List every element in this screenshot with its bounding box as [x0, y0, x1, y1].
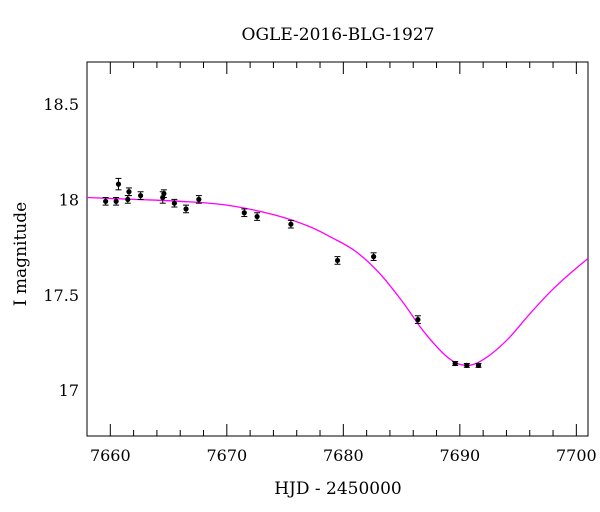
y-tick-label: 17: [59, 381, 79, 400]
y-tick-label: 18: [59, 190, 79, 209]
x-tick-label: 7700: [556, 446, 597, 465]
data-point: [113, 198, 119, 204]
chart-title: OGLE-2016-BLG-1927: [242, 25, 435, 45]
x-axis-label: HJD - 2450000: [274, 479, 402, 499]
y-axis-label: I magnitude: [11, 202, 31, 306]
x-tick-label: 7670: [206, 446, 247, 465]
data-point: [452, 360, 458, 367]
data-point: [371, 254, 377, 260]
x-tick-label: 7690: [439, 446, 480, 465]
x-tick-label: 7660: [90, 446, 131, 465]
data-point: [254, 213, 260, 220]
data-point: [415, 317, 421, 323]
data-point: [475, 362, 482, 368]
data-point: [115, 181, 122, 187]
data-point: [103, 198, 109, 204]
data-point: [288, 221, 294, 227]
data-point: [464, 362, 470, 368]
y-tick-label: 18.5: [43, 95, 79, 114]
data-point: [125, 196, 131, 202]
data-point: [137, 192, 144, 199]
data-point: [126, 189, 132, 195]
data-point: [183, 206, 189, 212]
y-tick-label: 17.5: [43, 286, 79, 305]
plot-area: 7660 7670 7680 7690 7700 17 17.5 18 18.5: [43, 61, 597, 465]
data-point: [196, 196, 202, 202]
x-tick-label: 7680: [323, 446, 364, 465]
plot-frame: [86, 61, 589, 437]
data-point: [171, 200, 177, 206]
data-point: [161, 191, 167, 197]
data-point: [334, 257, 341, 264]
data-point: [241, 210, 247, 216]
model-curve: [87, 196, 588, 367]
